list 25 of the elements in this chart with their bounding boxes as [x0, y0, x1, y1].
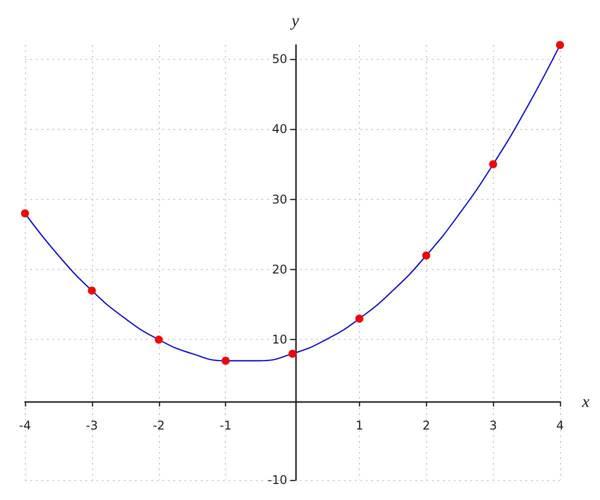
point — [88, 286, 96, 295]
x-tick-label: 1 — [356, 418, 364, 432]
x-tick-label: -1 — [220, 418, 232, 432]
y-tick-label: -10 — [268, 473, 288, 487]
y-axis-title: y — [290, 11, 300, 30]
x-tick-label: 2 — [422, 418, 430, 432]
point — [422, 251, 430, 260]
x-tick-label: 4 — [556, 418, 564, 432]
point — [288, 350, 296, 358]
y-tick-label: 50 — [272, 52, 288, 66]
x-tick-label: 3 — [489, 418, 497, 432]
point — [21, 209, 29, 218]
x-tick-label: -2 — [152, 418, 165, 432]
point — [154, 336, 163, 344]
x-axis-title: x — [581, 392, 590, 411]
point — [222, 356, 230, 365]
point — [556, 41, 564, 49]
y-tick-label: 20 — [272, 262, 288, 277]
x-tick-label: -3 — [86, 418, 98, 432]
x-tick-label: -4 — [19, 418, 31, 432]
y-tick-label: 40 — [272, 122, 288, 136]
point — [489, 160, 498, 168]
point — [355, 314, 364, 323]
y-tick-label: 10 — [272, 332, 288, 347]
y-tick-label: 30 — [272, 192, 288, 206]
